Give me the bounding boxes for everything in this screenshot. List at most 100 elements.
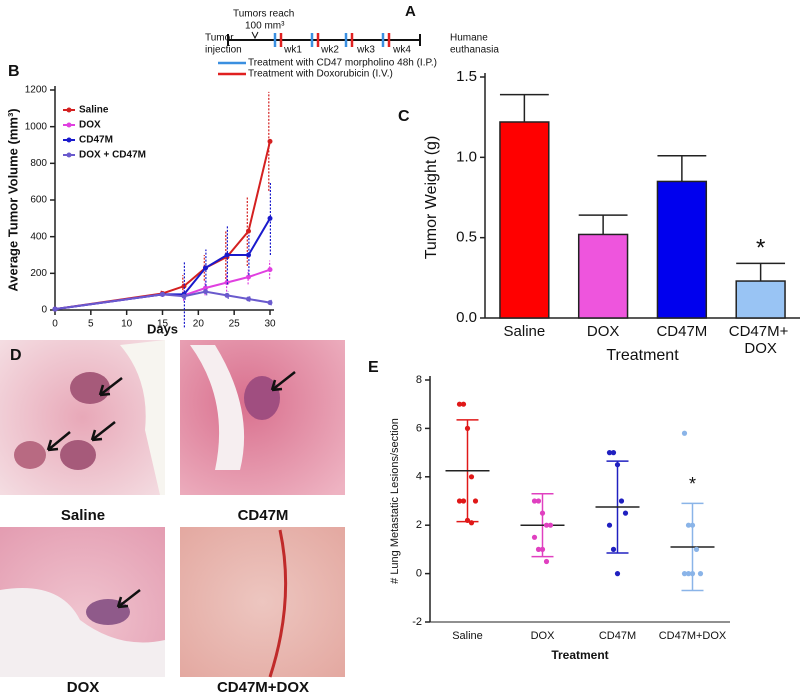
x-tick-label: CD47M: [656, 323, 707, 340]
legend-label: DOX: [79, 120, 101, 131]
marker: [224, 292, 230, 298]
y-tick-label: 0: [41, 305, 47, 316]
point: [535, 546, 542, 553]
point: [543, 522, 550, 528]
micrograph-label: DOX: [67, 679, 100, 696]
y-tick-label: -2: [412, 616, 422, 628]
x-axis-label: Treatment: [551, 648, 608, 662]
schematic-label: Tumor: [205, 33, 234, 44]
point: [472, 498, 479, 504]
y-tick-label: 1000: [25, 121, 48, 132]
arrowhead: [251, 31, 259, 40]
marker: [203, 265, 208, 271]
marker: [267, 267, 273, 273]
x-tick-label: Saline: [504, 323, 546, 340]
annotation: *: [756, 235, 765, 262]
background: [0, 588, 165, 677]
point: [468, 474, 475, 480]
schematic-label: Humane: [450, 33, 488, 44]
point: [689, 522, 696, 528]
x-tick-label: 20: [193, 319, 205, 330]
point: [610, 546, 617, 553]
legend-marker: [66, 107, 72, 113]
x-axis-label: Days: [147, 321, 178, 336]
point: [618, 498, 625, 504]
point: [614, 462, 621, 468]
panel-letter: C: [398, 108, 410, 125]
y-tick-label: 400: [30, 231, 47, 242]
y-tick-label: 0.5: [456, 229, 477, 246]
point: [693, 546, 700, 553]
x-tick-label: CD47M+ DOX: [729, 323, 793, 357]
schematic-label: 100 mm³: [245, 21, 285, 32]
point: [464, 517, 471, 523]
y-axis-label: # Lung Metastatic Lesions/section: [389, 418, 401, 584]
legend-label: CD47M: [79, 135, 113, 146]
y-tick-label: 1.5: [456, 68, 477, 85]
point: [460, 498, 467, 504]
x-tick-label: 15: [157, 319, 169, 330]
schematic-label: injection: [205, 45, 242, 56]
marker: [267, 215, 273, 221]
treatment-markers: [273, 33, 391, 47]
point: [531, 498, 538, 504]
y-tick-label: 6: [416, 422, 422, 434]
micrograph-label: CD47M: [238, 507, 289, 524]
arrows: [46, 371, 296, 609]
series-line: [54, 268, 271, 311]
marker: [267, 300, 273, 306]
x-tick-label: DOX: [587, 323, 620, 340]
marker: [224, 252, 230, 258]
y-axis-label: Tumor Weight (g): [423, 136, 440, 260]
marker: [181, 283, 187, 289]
x-tick-label: CD47M+DOX: [659, 630, 727, 642]
legend-label: Treatment with Doxorubicin (I.V.): [248, 69, 393, 80]
panel-letter: E: [368, 359, 379, 376]
y-tick-label: 1.0: [456, 148, 477, 165]
point: [622, 510, 629, 516]
marker: [267, 138, 273, 144]
y-axis-label: Average Tumor Volume (mm³): [5, 108, 20, 291]
point: [614, 571, 621, 577]
y-tick-label: 0: [416, 568, 422, 580]
y-tick-label: 0.0: [456, 309, 477, 326]
x-axis-label: Treatment: [606, 347, 679, 364]
point: [539, 510, 546, 516]
bar: [499, 121, 550, 319]
point: [681, 430, 688, 436]
legend-marker: [66, 152, 72, 158]
x-tick-label: 25: [229, 319, 241, 330]
y-tick-label: 1200: [25, 85, 48, 96]
marker: [246, 296, 251, 302]
point: [543, 558, 550, 565]
marker: [52, 306, 58, 312]
airway: [190, 345, 245, 470]
point: [464, 425, 471, 431]
point: [535, 498, 542, 504]
marker: [203, 285, 208, 291]
y-tick-label: 2: [416, 519, 422, 531]
legend-marker: [66, 137, 72, 143]
point: [689, 571, 696, 577]
micrograph-label: CD47M+DOX: [217, 679, 309, 696]
y-tick-label: 600: [30, 195, 47, 206]
lesion: [60, 440, 96, 470]
week-label: wk3: [356, 45, 375, 56]
point: [681, 571, 688, 577]
week-label: wk1: [283, 45, 302, 56]
point: [685, 522, 692, 528]
week-label: wk4: [392, 45, 411, 56]
point: [539, 546, 546, 553]
x-tick-label: DOX: [531, 630, 556, 642]
y-tick-label: 800: [30, 158, 47, 169]
annotation: *: [689, 474, 696, 494]
point: [456, 498, 463, 504]
legend-label: Treatment with CD47 morpholino 48h (I.P.…: [248, 58, 437, 69]
marker: [181, 293, 187, 299]
micrograph: [180, 527, 345, 677]
x-tick-label: 0: [52, 319, 58, 330]
y-tick-label: 8: [416, 374, 422, 386]
background: [120, 340, 165, 495]
point: [547, 522, 554, 528]
